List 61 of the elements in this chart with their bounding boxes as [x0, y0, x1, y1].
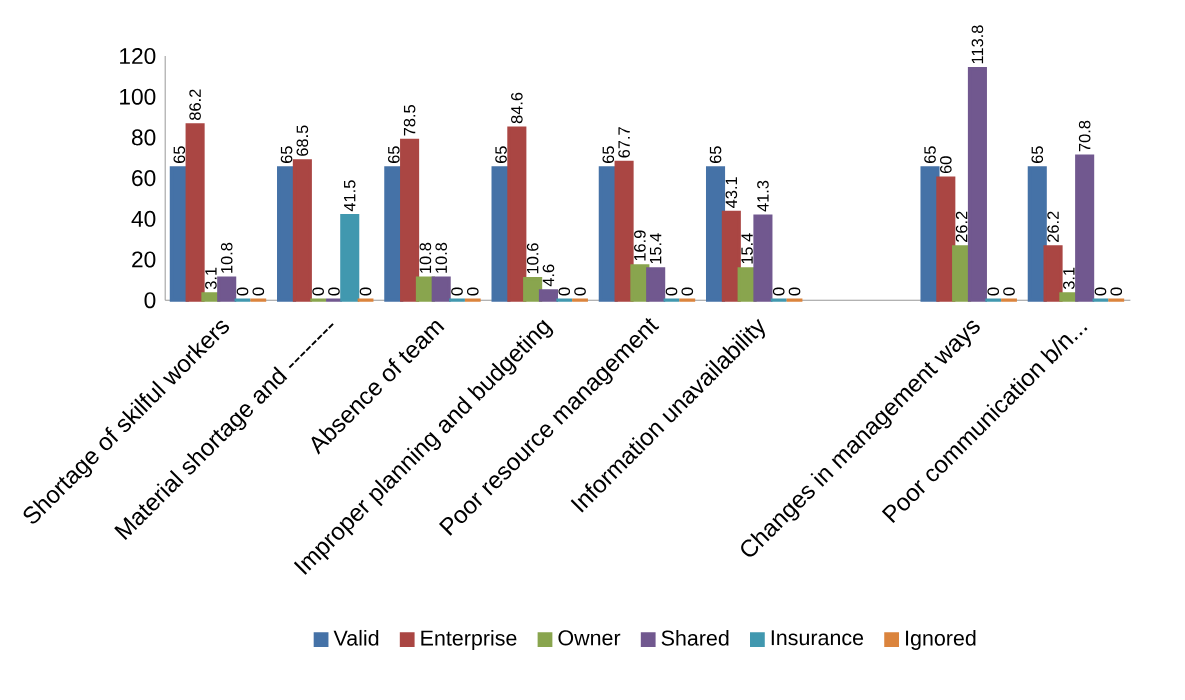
- data-label: 26.2: [1047, 211, 1059, 242]
- data-label: 84.6: [511, 92, 523, 124]
- y-tick-label: 80: [131, 129, 156, 146]
- data-label: 0: [681, 287, 694, 296]
- data-label: 65: [924, 146, 936, 163]
- data-label: 68.5: [296, 125, 309, 156]
- data-label: 70.8: [1078, 120, 1091, 152]
- data-label: 0: [328, 287, 340, 296]
- data-label: 0: [1110, 287, 1123, 296]
- data-label: 41.5: [344, 180, 356, 212]
- data-label: 0: [1094, 287, 1107, 296]
- legend-label: Enterprise: [421, 629, 517, 650]
- data-label: 0: [312, 287, 324, 296]
- y-tick-label: 0: [144, 292, 156, 309]
- data-label: 0: [574, 287, 586, 296]
- data-label: 0: [252, 287, 265, 296]
- legend-label: Insurance: [771, 630, 864, 646]
- y-tick-label: 60: [132, 169, 156, 187]
- data-label: 15.4: [741, 233, 753, 264]
- data-label: 0: [558, 287, 571, 296]
- legend-label: Owner: [558, 630, 621, 646]
- data-label: 65: [173, 146, 186, 163]
- legend-label: Shared: [661, 629, 729, 646]
- data-label: 26.2: [955, 211, 968, 242]
- y-tick-label: 40: [131, 210, 156, 227]
- y-tick-label: 120: [120, 47, 156, 64]
- data-label: 43.1: [725, 177, 738, 208]
- data-label: 0: [788, 287, 801, 296]
- data-label: 65: [1031, 146, 1044, 163]
- data-label: 3.1: [1063, 267, 1075, 289]
- data-label: 0: [359, 287, 372, 296]
- data-label: 4.6: [542, 264, 555, 287]
- data-label: 10.8: [435, 242, 447, 273]
- data-label: 41.3: [757, 180, 769, 212]
- data-label: 65: [602, 146, 615, 163]
- data-label: 65: [388, 146, 400, 163]
- data-label: 78.5: [403, 104, 416, 136]
- data-label: 113.8: [971, 25, 984, 64]
- data-label: 0: [236, 287, 249, 296]
- data-label: 0: [467, 287, 479, 296]
- y-tick-label: 100: [120, 88, 156, 105]
- legend-label: Ignored: [906, 629, 976, 650]
- data-label: 60: [940, 156, 952, 173]
- data-label: 0: [665, 287, 678, 296]
- y-tick-label: 20: [132, 251, 156, 268]
- data-label: 65: [709, 146, 722, 163]
- data-label: 3.1: [205, 267, 217, 289]
- data-label: 65: [280, 146, 293, 163]
- data-label: 16.9: [634, 230, 646, 261]
- data-label: 0: [1003, 287, 1015, 296]
- data-label: 67.7: [618, 127, 630, 158]
- data-label: 10.8: [220, 242, 233, 273]
- data-label: 15.4: [649, 233, 662, 264]
- data-label: 86.2: [189, 89, 201, 120]
- data-label: 0: [451, 287, 463, 296]
- data-label: 10.6: [526, 243, 539, 274]
- data-label: 65: [495, 146, 507, 163]
- data-label: 0: [987, 287, 1000, 296]
- data-label: 10.8: [419, 242, 432, 273]
- data-label: 0: [772, 287, 785, 296]
- legend-label: Valid: [333, 629, 379, 646]
